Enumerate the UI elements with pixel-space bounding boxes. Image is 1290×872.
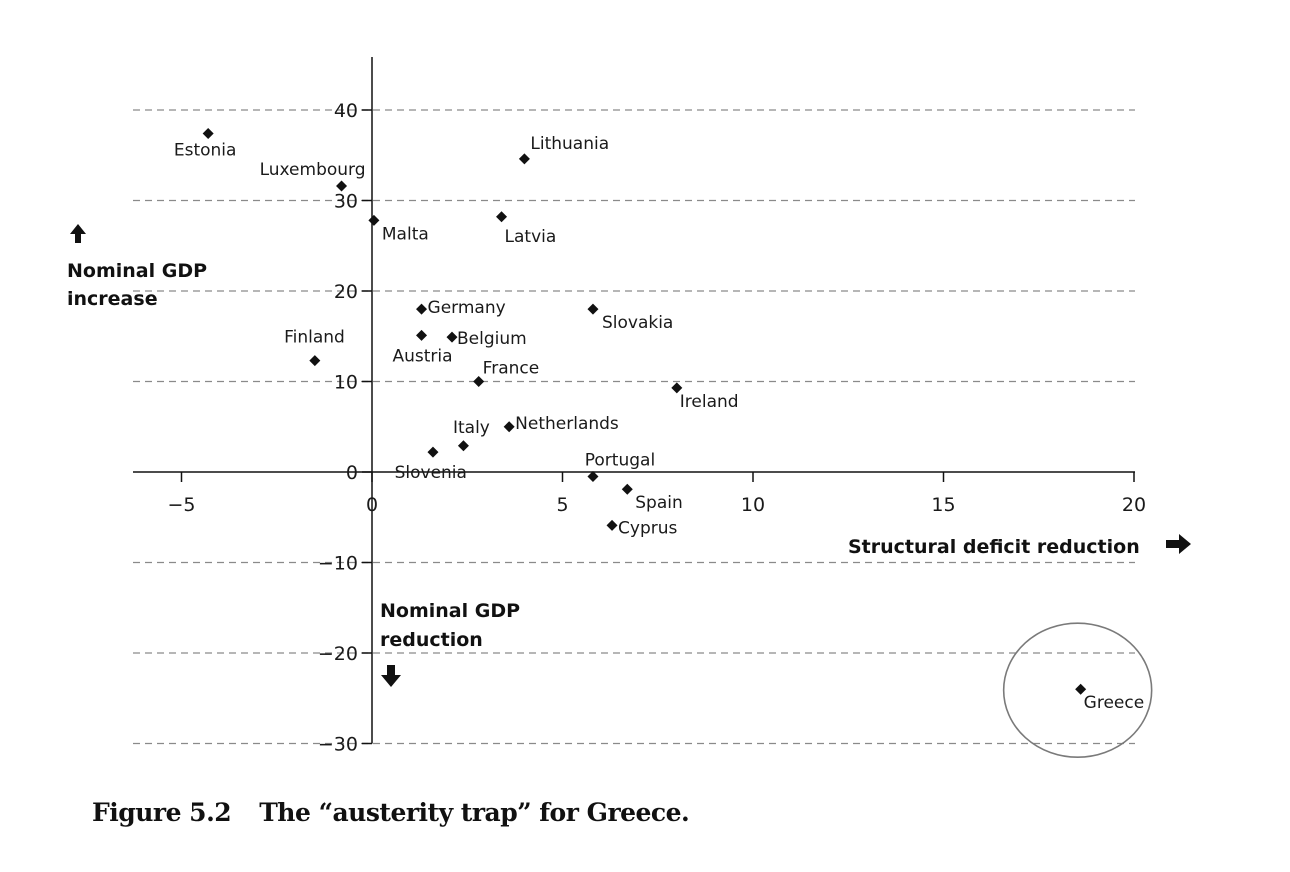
point-label: Estonia	[174, 141, 237, 161]
y-tick-label: 10	[334, 372, 358, 394]
axes	[133, 57, 1135, 744]
y-axis-title-bottom-line2: reduction	[380, 629, 483, 651]
y-tick-label: 20	[334, 281, 358, 303]
gridlines	[133, 109, 1135, 745]
diamond-marker	[587, 303, 599, 315]
point-label: Italy	[453, 418, 490, 438]
data-point: France	[473, 359, 540, 387]
point-label: Slovenia	[395, 463, 467, 483]
y-axis-title-bottom-line1: Nominal GDP	[380, 600, 520, 622]
figure-caption: Figure 5.2 The “austerity trap” for Greec…	[92, 798, 690, 827]
y-axis-title-top-line1: Nominal GDP	[67, 260, 207, 282]
diamond-marker	[457, 440, 469, 452]
point-label: Belgium	[457, 329, 527, 349]
point-label: Latvia	[505, 227, 557, 247]
y-tick-label: −10	[318, 553, 358, 575]
diamond-marker	[503, 421, 515, 433]
diamond-marker	[496, 211, 508, 223]
diamond-marker	[368, 214, 380, 226]
diamond-marker	[621, 483, 633, 495]
point-label: Germany	[428, 298, 506, 318]
point-label: Portugal	[585, 451, 655, 471]
diamond-marker	[336, 180, 348, 192]
diamond-marker	[587, 471, 599, 483]
diamond-marker	[309, 355, 321, 367]
data-point: Lithuania	[518, 134, 609, 165]
data-point: Finland	[284, 328, 345, 367]
data-point: Luxembourg	[260, 160, 366, 192]
point-label: Finland	[284, 328, 345, 348]
x-tick-label: 20	[1122, 494, 1146, 516]
arrow-up-icon	[70, 224, 86, 243]
data-point: Germany	[416, 298, 506, 318]
data-point: Italy	[453, 418, 490, 452]
data-point: Netherlands	[503, 414, 619, 434]
point-label: Malta	[382, 224, 429, 244]
data-point: Slovakia	[587, 303, 673, 333]
diamond-marker	[473, 376, 485, 387]
x-tick-label: −5	[167, 494, 195, 516]
figure-number: Figure 5.2	[92, 798, 232, 827]
diamond-marker	[518, 153, 530, 165]
annotations: Nominal GDP increase Nominal GDP reducti…	[67, 224, 1191, 759]
diamond-marker	[427, 446, 439, 458]
data-point: Malta	[368, 214, 429, 244]
point-label: Greece	[1084, 693, 1145, 713]
y-axis-title-top-line2: increase	[67, 288, 158, 310]
diamond-marker	[202, 128, 214, 140]
data-point: Austria	[392, 329, 453, 366]
point-label: Ireland	[680, 392, 739, 412]
figure-caption-text: The “austerity trap” for Greece.	[259, 798, 690, 827]
y-tick-label: −30	[318, 734, 358, 756]
point-label: Netherlands	[515, 414, 619, 434]
point-label: Cyprus	[618, 518, 677, 538]
x-tick-label: 0	[366, 494, 378, 516]
data-point: Belgium	[446, 329, 527, 349]
x-tick-label: 10	[741, 494, 765, 516]
data-point: Greece	[1075, 683, 1145, 713]
data-point: Portugal	[585, 451, 655, 483]
data-point: Spain	[621, 483, 683, 513]
y-tick-label: 0	[346, 462, 358, 484]
arrow-down-icon	[381, 665, 401, 687]
diamond-marker	[1075, 683, 1087, 695]
point-label: France	[483, 359, 540, 379]
x-tick-label: 5	[556, 494, 568, 516]
diamond-marker	[416, 329, 428, 341]
diamond-marker	[416, 303, 428, 315]
diamond-marker	[671, 382, 683, 394]
point-label: Luxembourg	[260, 160, 366, 180]
data-points: Estonia Luxembourg Malta Lithuania Latvia Ger…	[174, 128, 1144, 713]
y-tick-label: 30	[334, 191, 358, 213]
diamond-marker	[446, 331, 458, 343]
data-point: Latvia	[496, 211, 556, 247]
data-point: Cyprus	[606, 518, 678, 538]
point-label: Austria	[392, 346, 452, 366]
point-label: Spain	[635, 493, 683, 513]
y-tick-label: −20	[318, 643, 358, 665]
data-point: Slovenia	[395, 446, 467, 483]
data-point: Ireland	[671, 382, 739, 412]
x-tick-label: 15	[931, 494, 955, 516]
x-axis-title: Structural deficit reduction	[848, 536, 1140, 558]
y-tick-label: 40	[334, 100, 358, 122]
data-point: Estonia	[174, 128, 237, 161]
point-label: Lithuania	[530, 134, 609, 154]
arrow-right-icon	[1166, 534, 1191, 554]
point-label: Slovakia	[602, 313, 673, 333]
diamond-marker	[606, 519, 618, 531]
highlight-circle	[1002, 622, 1153, 759]
ticks: 40 30 20 10 0 −10 −20 −30 −5 0 5 10 15 20	[167, 100, 1146, 756]
